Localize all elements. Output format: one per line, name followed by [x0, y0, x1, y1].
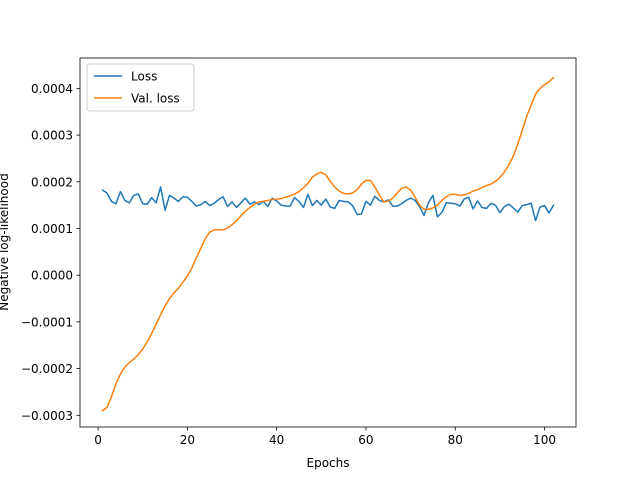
legend-label-1: Val. loss [131, 92, 180, 106]
x-tick-label: 40 [269, 433, 284, 447]
axes [79, 57, 577, 428]
y-tick-label: 0.0001 [31, 222, 73, 236]
legend-label-0: Loss [131, 70, 157, 84]
y-tick-label: −0.0002 [21, 362, 73, 376]
series-line-1 [101, 76, 555, 412]
y-axis-label: Negative log-likelihood [0, 173, 11, 310]
y-tick-label: −0.0003 [21, 409, 73, 423]
ticks: 0 20 40 60 80 100 −0.0003 −0.0002 −0.0001 0.0000 0… [21, 82, 556, 447]
series-lines [101, 76, 555, 412]
plot-frame [79, 57, 577, 428]
x-tick-label: 80 [448, 433, 463, 447]
y-tick-label: 0.0003 [31, 129, 73, 143]
x-tick-label: 60 [358, 433, 373, 447]
y-tick-label: 0.0004 [31, 82, 73, 96]
y-tick-label: −0.0001 [21, 315, 73, 329]
y-tick-label: 0.0002 [31, 175, 73, 189]
series-line-0 [101, 186, 555, 222]
x-tick-label: 100 [533, 433, 556, 447]
legend: Loss Val. loss [86, 63, 195, 112]
x-axis-label: Epochs [307, 456, 350, 470]
y-tick-label: 0.0000 [31, 269, 73, 283]
x-tick-label: 0 [94, 433, 102, 447]
x-tick-label: 20 [180, 433, 195, 447]
